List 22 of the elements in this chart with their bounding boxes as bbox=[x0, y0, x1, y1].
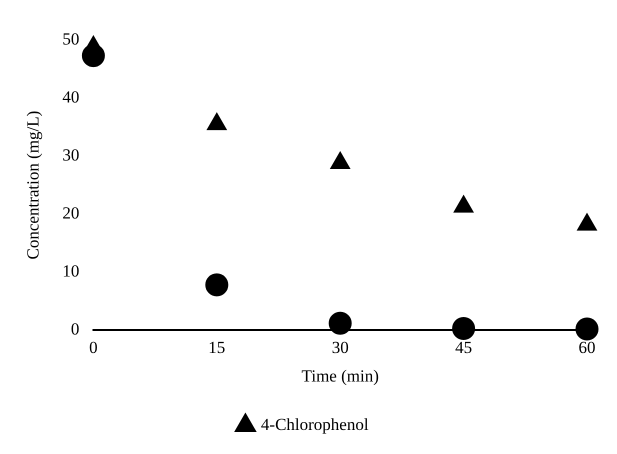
point bbox=[328, 312, 352, 335]
point bbox=[205, 273, 228, 296]
x-axis-title: Time (min) bbox=[302, 366, 379, 386]
y-tick-label: 30 bbox=[62, 146, 80, 165]
point bbox=[454, 195, 474, 213]
point bbox=[330, 152, 350, 170]
y-tick-label: 40 bbox=[62, 88, 80, 107]
y-axis-title: Concentration (mg/L) bbox=[24, 110, 43, 260]
y-tick-label: 20 bbox=[62, 204, 80, 223]
point bbox=[452, 316, 476, 340]
y-tick-label: 50 bbox=[62, 29, 80, 48]
x-tick-label: 45 bbox=[455, 338, 472, 357]
x-tick-label: 30 bbox=[332, 338, 349, 357]
legend-label: 4-Chlorophenol bbox=[260, 414, 369, 434]
x-tick-label: 60 bbox=[578, 338, 596, 357]
point bbox=[576, 318, 598, 341]
x-tick-label: 0 bbox=[89, 338, 98, 357]
point bbox=[576, 213, 598, 231]
y-tick-label: 10 bbox=[62, 262, 80, 281]
x-tick-label: 15 bbox=[208, 338, 226, 357]
point bbox=[206, 112, 227, 130]
y-tick-label: 0 bbox=[70, 320, 80, 339]
